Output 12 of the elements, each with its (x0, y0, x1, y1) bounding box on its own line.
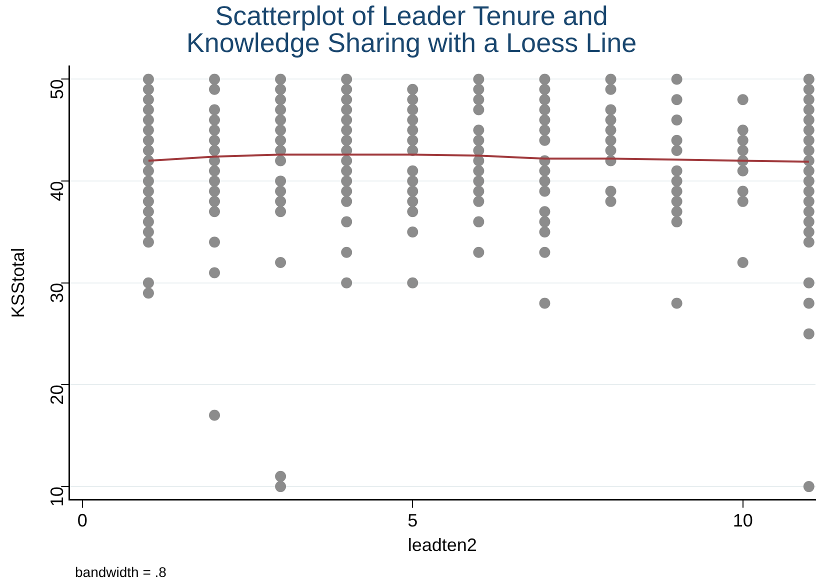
x-axis-title: leadten2 (408, 535, 477, 556)
y-tick-label: 40 (47, 181, 68, 202)
chart-title: Scatterplot of Leader Tenure and Knowledge Sharing with a Loess Line (186, 0, 637, 58)
y-tick-label: 20 (47, 384, 68, 405)
x-tick-label: 0 (77, 510, 88, 531)
x-tick-label: 10 (732, 510, 753, 531)
y-tick-label: 10 (47, 486, 68, 507)
y-axis-title: KSStotal (8, 248, 28, 318)
y-tick-label: 50 (47, 79, 68, 100)
y-tick-label: 30 (47, 282, 68, 303)
text: bandwidth = .8 (75, 564, 167, 580)
x-tick-label: 5 (408, 510, 418, 531)
